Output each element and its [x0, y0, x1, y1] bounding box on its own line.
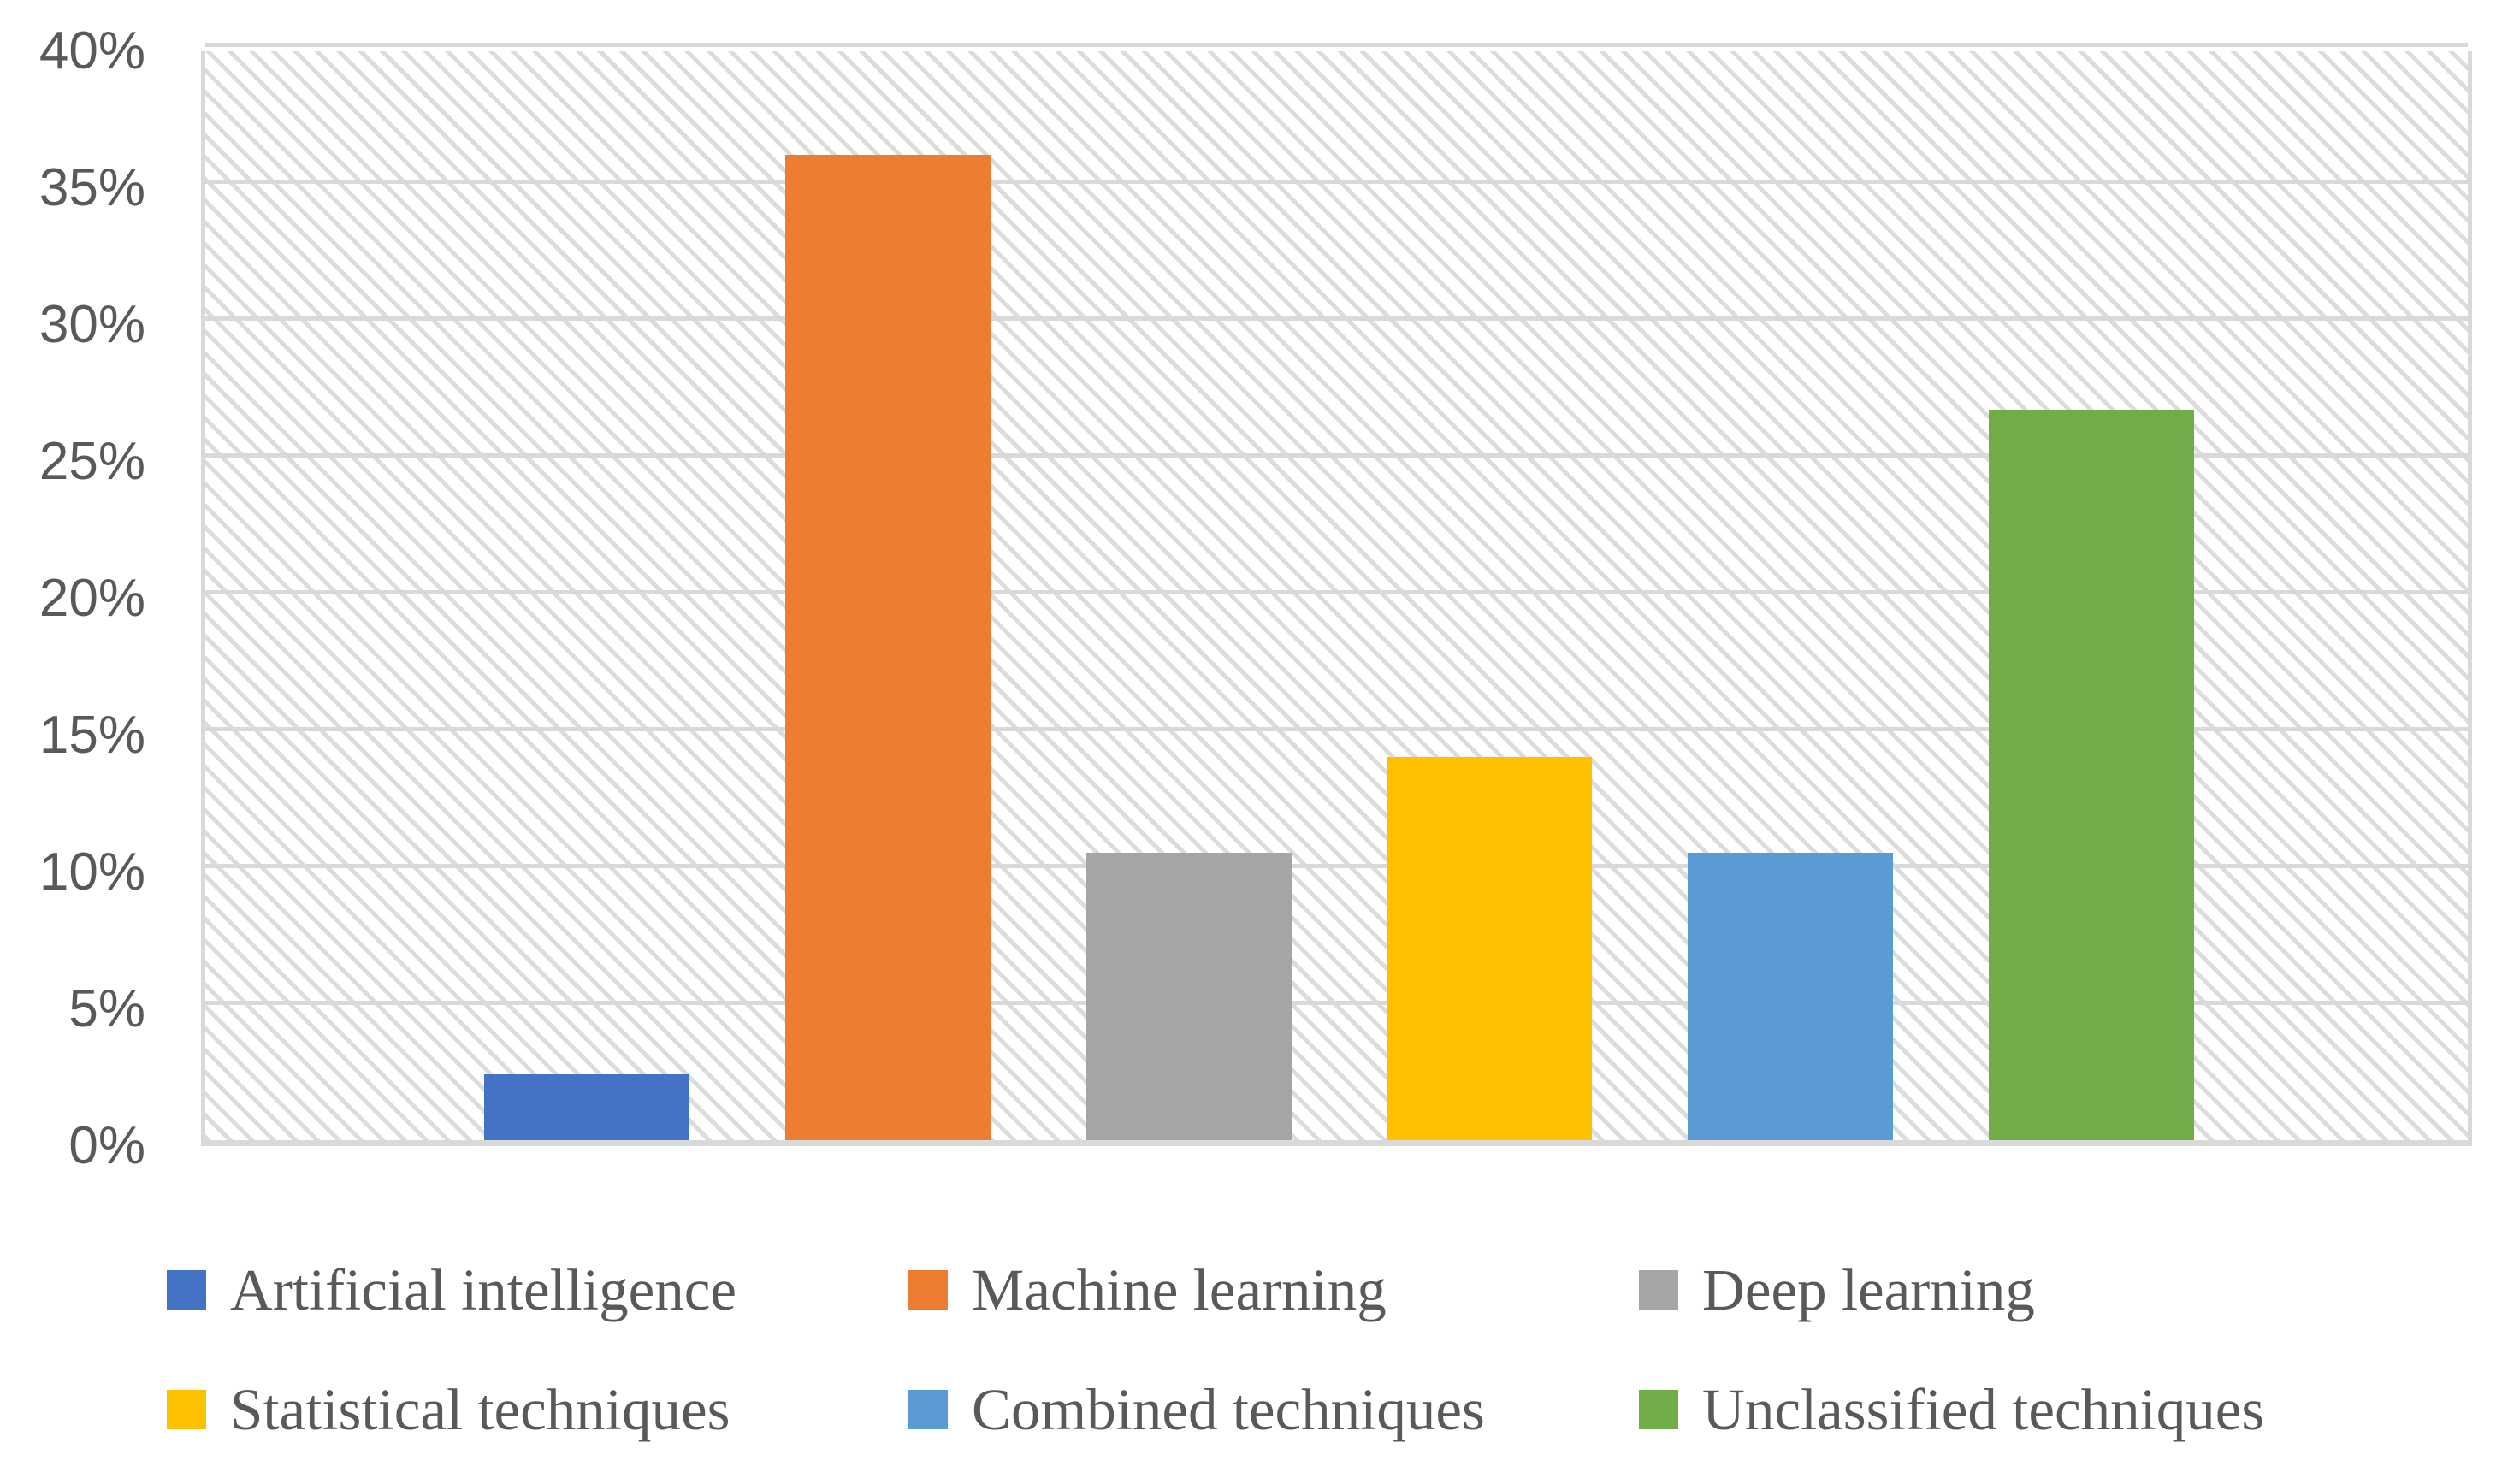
y-tick-label-15-: 15%	[38, 706, 145, 765]
legend-label: Artificial intelligence	[230, 1256, 736, 1322]
bar-machine-learning	[785, 155, 991, 1140]
plot-area	[201, 43, 2472, 1146]
gridline-40-	[205, 43, 2468, 47]
gridline-10-	[205, 864, 2468, 868]
gridline-25-	[205, 453, 2468, 458]
legend-swatch-unclassified-techniques	[1639, 1390, 1678, 1429]
legend-label: Unclassified techniques	[1702, 1376, 2265, 1442]
y-tick-label-10-: 10%	[38, 843, 145, 902]
legend-swatch-artificial-intelligence	[167, 1270, 206, 1310]
legend-swatch-machine-learning	[908, 1270, 948, 1310]
legend-label: Deep learning	[1702, 1256, 2035, 1322]
gridline-15-	[205, 727, 2468, 731]
y-tick-label-30-: 30%	[38, 295, 145, 354]
legend-swatch-deep-learning	[1639, 1270, 1678, 1310]
gridline-20-	[205, 590, 2468, 594]
legend-item-deep-learning: Deep learning	[1639, 1230, 2264, 1350]
legend: Artificial intelligence Machine learning D…	[167, 1230, 2264, 1469]
gridline-30-	[205, 316, 2468, 321]
y-tick-label-40-: 40%	[38, 21, 145, 80]
legend-item-machine-learning: Machine learning	[908, 1230, 1639, 1350]
gridline-5-	[205, 1001, 2468, 1005]
legend-swatch-statistical-techniques	[167, 1390, 206, 1429]
y-tick-label-20-: 20%	[38, 569, 145, 628]
legend-item-artificial-intelligence: Artificial intelligence	[167, 1230, 908, 1350]
legend-swatch-combined-techniques	[908, 1390, 948, 1429]
legend-item-unclassified-techniques: Unclassified techniques	[1639, 1350, 2264, 1469]
bar-unclassified-techniques	[1989, 410, 2194, 1140]
bar-combined-techniques	[1688, 853, 1893, 1140]
y-tick-label-35-: 35%	[38, 158, 145, 217]
y-tick-label-5-: 5%	[68, 979, 145, 1038]
legend-label: Machine learning	[972, 1256, 1387, 1322]
bar-statistical-techniques	[1387, 757, 1592, 1140]
legend-item-combined-techniques: Combined techniques	[908, 1350, 1639, 1469]
legend-item-statistical-techniques: Statistical techniques	[167, 1350, 908, 1469]
y-tick-label-0-: 0%	[68, 1116, 145, 1175]
legend-label: Combined techniques	[972, 1376, 1485, 1442]
gridline-35-	[205, 180, 2468, 184]
legend-label: Statistical techniques	[230, 1376, 730, 1442]
bar-deep-learning	[1086, 853, 1292, 1140]
y-tick-label-25-: 25%	[38, 432, 145, 491]
bar-artificial-intelligence	[484, 1074, 689, 1140]
